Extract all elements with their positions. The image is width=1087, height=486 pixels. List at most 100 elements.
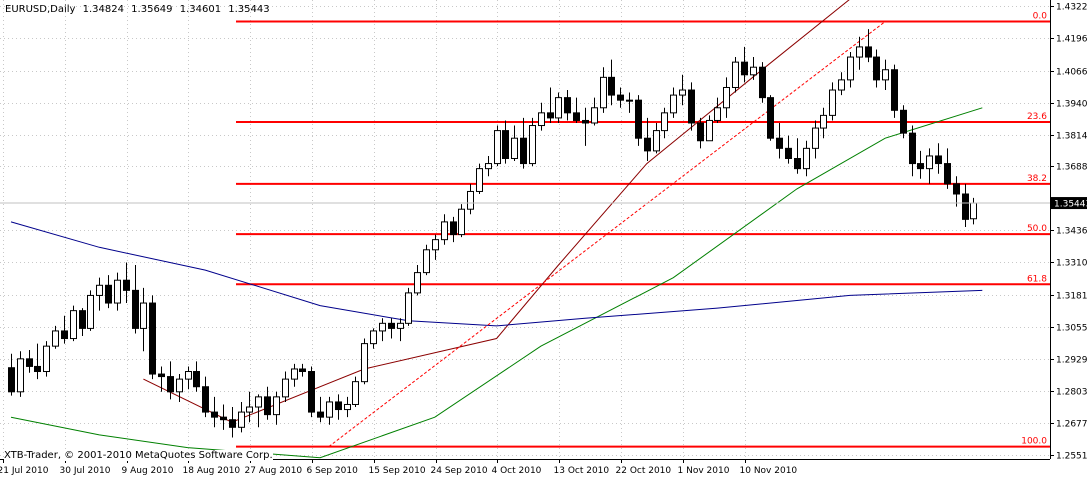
candle — [149, 295, 156, 380]
candle-body-bear — [335, 401, 342, 411]
candle-body-bear — [167, 376, 174, 393]
candle — [617, 87, 624, 108]
candle-body-bull — [591, 107, 598, 124]
candle — [502, 120, 509, 164]
candle-body-bear — [8, 367, 15, 393]
candle — [238, 401, 245, 433]
fib-level-label: 38.2 — [1027, 174, 1047, 184]
candle — [714, 97, 721, 123]
candle-body-bear — [935, 155, 942, 165]
candle-body-bear — [644, 137, 651, 152]
candle-body-bull — [441, 221, 448, 241]
candle-body-bull — [847, 56, 854, 81]
time-tick-label: 27 Aug 2010 — [245, 466, 303, 476]
candle — [185, 366, 192, 390]
candle — [61, 315, 68, 344]
candle-body-bear — [105, 284, 112, 304]
candle-body-bear — [211, 411, 218, 418]
candle-body-bear — [564, 97, 571, 114]
candle-body-bear — [299, 368, 306, 373]
candle — [388, 318, 395, 339]
candle — [600, 67, 607, 113]
trend-line[interactable] — [328, 21, 886, 447]
time-tick-label: 15 Sep 2010 — [369, 466, 426, 476]
candle — [732, 57, 739, 93]
candle — [405, 287, 412, 326]
candle-body-bull — [379, 322, 386, 332]
candle-body-bear — [158, 373, 165, 378]
candle — [458, 204, 465, 238]
candle-body-bull — [43, 345, 50, 373]
candle — [944, 148, 951, 189]
candle — [246, 391, 253, 423]
candle-body-bull — [626, 99, 633, 102]
candle-body-bear — [61, 330, 68, 340]
candle-body-bull — [255, 396, 262, 408]
candle — [494, 125, 501, 167]
candle-body-bear — [865, 46, 872, 58]
candle — [317, 396, 324, 423]
candle — [520, 117, 527, 169]
candle — [193, 361, 200, 392]
candle — [555, 92, 562, 123]
candle — [176, 374, 183, 402]
candle-body-bear — [123, 279, 130, 291]
price-tick-label: 1.28030 — [1056, 388, 1087, 398]
candle — [370, 328, 377, 349]
symbol-label: EURUSD,Daily — [5, 4, 76, 15]
candle-body-bull — [926, 155, 933, 170]
candle — [423, 244, 430, 276]
candle-body-bull — [661, 112, 668, 132]
candle — [644, 117, 651, 162]
time-tick-label: 9 Aug 2010 — [122, 466, 174, 476]
candle-body-bull — [344, 403, 351, 411]
candle-body-bull — [723, 86, 730, 109]
candle — [653, 122, 660, 154]
candle-body-bull — [820, 114, 827, 129]
candle — [962, 183, 969, 227]
candle-body-bull — [370, 330, 377, 345]
candle — [123, 262, 130, 304]
candle-body-bull — [397, 322, 404, 329]
candle — [564, 90, 571, 121]
candlesticks — [8, 29, 977, 438]
candle-body-bull — [326, 401, 333, 418]
candle-body-bull — [423, 249, 430, 274]
candle — [273, 391, 280, 425]
fib-level-label: 61.8 — [1027, 274, 1047, 284]
price-tick-label: 1.33105 — [1056, 259, 1087, 269]
trend-line[interactable] — [328, 21, 886, 447]
candle — [697, 117, 704, 149]
candle — [291, 363, 298, 387]
candle-body-bull — [856, 46, 863, 58]
candle-body-bear — [759, 66, 766, 99]
fib-level-label: 100.0 — [1021, 437, 1047, 447]
candle-body-bull — [750, 66, 757, 76]
candle-body-bull — [17, 358, 24, 393]
candle — [573, 97, 580, 123]
candle-body-bull — [706, 119, 713, 142]
candle — [679, 74, 686, 106]
candle-body-bull — [812, 127, 819, 149]
candle-body-bull — [291, 368, 298, 380]
candle — [767, 95, 774, 141]
candle — [785, 135, 792, 164]
candle — [670, 87, 677, 118]
candle-body-bear — [900, 109, 907, 134]
candle — [582, 107, 589, 146]
candle-body-bear — [785, 147, 792, 159]
candle-body-bull — [538, 112, 545, 127]
fibonacci-retracement[interactable]: 0.0 23.6 38.2 50.0 61.8 100.0 — [236, 12, 1050, 448]
candle-body-bull — [238, 411, 245, 428]
candle-body-bull — [185, 371, 192, 380]
candle — [829, 82, 836, 121]
candle — [820, 107, 827, 139]
candle-body-bear — [608, 76, 615, 96]
candle — [17, 351, 24, 397]
time-tick-label: 18 Aug 2010 — [183, 466, 241, 476]
candle — [414, 265, 421, 296]
candle-body-bear — [547, 112, 554, 119]
candle — [547, 87, 554, 123]
